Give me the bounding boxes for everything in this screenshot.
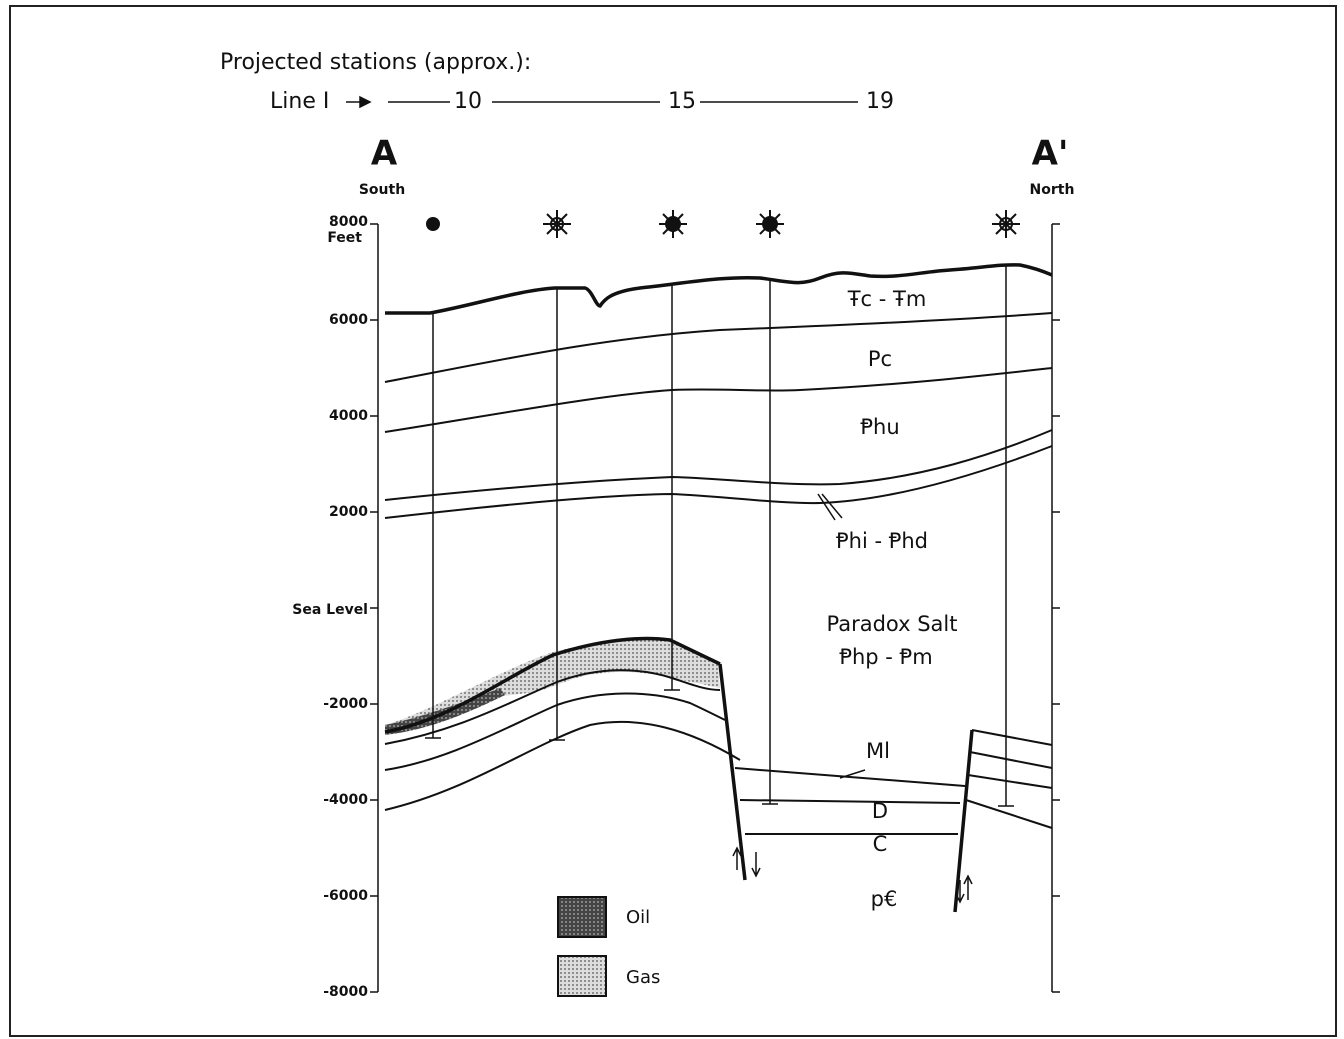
well-symbol xyxy=(659,210,687,238)
formation-label: Ᵽhp - Ᵽm xyxy=(839,645,932,669)
formation-label: C xyxy=(873,832,888,856)
wells xyxy=(425,265,1014,807)
formation-label: Ᵽhi - Ᵽhd xyxy=(836,529,928,553)
gas-zone xyxy=(385,639,720,732)
axis-label: -8000 xyxy=(323,984,368,1000)
formation-label: Ŧc - Ŧm xyxy=(847,287,927,311)
end-direction: South xyxy=(359,182,405,198)
left-axis xyxy=(370,223,379,993)
station: 19 xyxy=(866,89,894,114)
sea-level: Sea Level xyxy=(292,602,368,618)
formation-label: p€ xyxy=(871,887,898,911)
end-direction: North xyxy=(1030,182,1075,198)
well-symbol xyxy=(426,217,440,231)
formation-label: Ml xyxy=(866,739,890,763)
leaders xyxy=(817,493,866,779)
axis-label: 4000 xyxy=(329,408,368,424)
legend-label: Oil xyxy=(626,907,650,928)
station: 15 xyxy=(668,89,696,114)
station-line xyxy=(346,95,858,109)
axis-label: -4000 xyxy=(323,792,368,808)
formation-label: Pc xyxy=(868,347,892,371)
frame xyxy=(9,5,1337,1037)
legend-swatch xyxy=(557,955,607,997)
well-symbols xyxy=(426,210,1020,238)
well-symbol xyxy=(543,210,571,238)
formation-label: Paradox Salt xyxy=(827,612,958,636)
axis-label: 8000 xyxy=(329,214,368,230)
axes xyxy=(370,223,1060,993)
axis-label: 6000 xyxy=(329,312,368,328)
horizons xyxy=(384,263,1053,913)
formation-label: D xyxy=(872,799,888,823)
well-symbol xyxy=(992,210,1020,238)
axis-label: 2000 xyxy=(329,504,368,520)
axis-unit: Feet xyxy=(327,230,362,246)
legend-swatch xyxy=(557,896,607,938)
legend-label: Gas xyxy=(626,967,660,988)
right-axis xyxy=(1051,223,1060,993)
formation-label: Ᵽhu xyxy=(860,415,899,439)
end-letter: A xyxy=(371,134,398,174)
well-symbol xyxy=(756,210,784,238)
station: 10 xyxy=(454,89,482,114)
line-label: Line I xyxy=(270,89,329,114)
end-letter: A' xyxy=(1032,134,1069,174)
title: Projected stations (approx.): xyxy=(220,50,531,75)
axis-label: -6000 xyxy=(323,888,368,904)
axis-label: -2000 xyxy=(323,696,368,712)
